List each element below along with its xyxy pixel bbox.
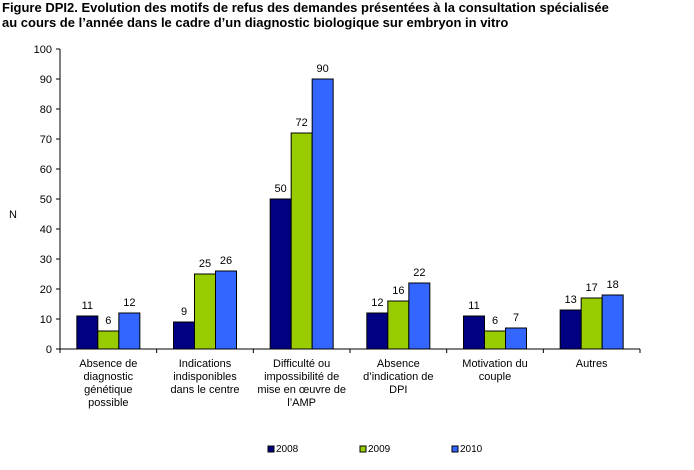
y-tick-label: 80 xyxy=(40,104,52,116)
bar-2010-4 xyxy=(505,327,527,350)
bar-2009-4 xyxy=(484,330,506,350)
category-label-4: Motivation du couple xyxy=(462,358,527,383)
y-tick-label: 30 xyxy=(40,254,52,266)
category-label-line: Motivation du xyxy=(462,358,527,370)
data-label-2008-0: 11 xyxy=(82,300,93,312)
bar-2009-5 xyxy=(580,297,603,350)
y-tick-label: 70 xyxy=(40,134,52,146)
chart-category-labels: Absence de diagnostic génétique possible Ind… xyxy=(79,358,608,409)
category-label-line: l’AMP xyxy=(287,397,316,409)
data-label-2010-1: 26 xyxy=(220,255,232,267)
y-axis-label: N xyxy=(9,209,17,221)
category-label-line: Indications xyxy=(179,358,232,370)
category-label-3: Absence d’indication de DPI xyxy=(363,358,433,396)
y-tick-label: 40 xyxy=(40,224,52,236)
bar-2008-0 xyxy=(76,315,99,350)
data-label-2009-0: 6 xyxy=(105,315,111,327)
category-label-line: génétique xyxy=(84,384,132,396)
bar-2009-1 xyxy=(194,273,216,350)
category-label-line: indisponibles xyxy=(173,371,237,383)
data-label-2010-3: 22 xyxy=(413,267,425,279)
data-label-2010-5: 18 xyxy=(607,279,619,291)
y-tick-label: 10 xyxy=(40,314,52,326)
chart-title-line-2: au cours de l’année dans le cadre d’un d… xyxy=(2,15,509,30)
bar-2008-1 xyxy=(173,321,195,350)
chart-title-line-1: Figure DPI2. Evolution des motifs de ref… xyxy=(2,0,609,15)
legend-swatch-2010 xyxy=(451,445,459,453)
data-label-2009-2: 72 xyxy=(296,117,308,129)
category-label-line: d’indication de xyxy=(363,371,433,383)
y-tick-label: 60 xyxy=(40,164,52,176)
category-label-2: Difficulté ou impossibilité de mise en œuv… xyxy=(257,358,346,409)
bar-2009-2 xyxy=(290,132,313,350)
chart-axes: 0 10 20 30 40 50 60 70 80 90 100 N xyxy=(9,44,641,356)
legend-label-2010: 2010 xyxy=(460,444,483,455)
bar-2010-0 xyxy=(118,312,141,350)
chart-bars xyxy=(76,78,624,350)
category-label-line: possible xyxy=(88,397,128,409)
category-label-line: Autres xyxy=(576,358,608,370)
bar-2008-3 xyxy=(366,312,389,350)
data-label-2008-3: 12 xyxy=(371,297,383,309)
bar-2009-3 xyxy=(387,300,410,350)
data-label-2010-4: 7 xyxy=(513,312,519,324)
category-label-line: Absence de xyxy=(79,358,137,370)
category-label-line: impossibilité de xyxy=(264,371,339,383)
bar-2010-1 xyxy=(215,270,237,350)
category-label-line: dans le centre xyxy=(170,384,239,396)
chart-data-labels: 11 6 12 9 25 26 50 72 90 12 16 22 11 6 7 13 17 18 xyxy=(82,63,619,327)
bar-2008-2 xyxy=(269,198,292,350)
bar-2010-2 xyxy=(311,78,334,350)
y-tick-label: 20 xyxy=(40,284,52,296)
y-tick-label: 50 xyxy=(40,194,52,206)
data-label-2009-1: 25 xyxy=(199,258,211,270)
data-label-2009-4: 6 xyxy=(492,315,498,327)
legend-swatch-2008 xyxy=(267,445,275,453)
data-label-2009-3: 16 xyxy=(392,285,404,297)
y-tick-label: 0 xyxy=(46,344,52,356)
data-label-2008-1: 9 xyxy=(181,306,187,318)
bar-2010-3 xyxy=(408,282,431,350)
y-tick-label: 100 xyxy=(34,44,52,56)
category-label-line: DPI xyxy=(389,384,407,396)
bar-2008-5 xyxy=(559,309,582,350)
category-label-line: mise en œuvre de xyxy=(257,384,346,396)
category-label-line: couple xyxy=(479,371,511,383)
category-label-line: diagnostic xyxy=(84,371,134,383)
category-label-1: Indications indisponibles dans le centre xyxy=(170,358,239,396)
bar-2009-0 xyxy=(97,330,120,350)
legend-label-2008: 2008 xyxy=(276,444,299,455)
legend-label-2009: 2009 xyxy=(368,444,391,455)
data-label-2008-2: 50 xyxy=(275,183,287,195)
category-label-5: Autres xyxy=(576,358,608,370)
bar-2010-5 xyxy=(601,294,624,350)
data-label-2008-4: 11 xyxy=(468,300,479,312)
legend-swatch-2009 xyxy=(359,445,367,453)
data-label-2009-5: 17 xyxy=(586,282,598,294)
data-label-2008-5: 13 xyxy=(565,294,577,306)
y-tick-label: 90 xyxy=(40,74,52,86)
category-label-line: Difficulté ou xyxy=(273,358,330,370)
bar-2008-4 xyxy=(463,315,485,350)
data-label-2010-2: 90 xyxy=(317,63,329,75)
data-label-2010-0: 12 xyxy=(123,297,135,309)
chart-legend: 2008 2009 2010 xyxy=(267,444,483,455)
chart-title: Figure DPI2. Evolution des motifs de ref… xyxy=(2,0,692,30)
category-label-0: Absence de diagnostic génétique possible xyxy=(79,358,137,409)
category-label-line: Absence xyxy=(377,358,420,370)
